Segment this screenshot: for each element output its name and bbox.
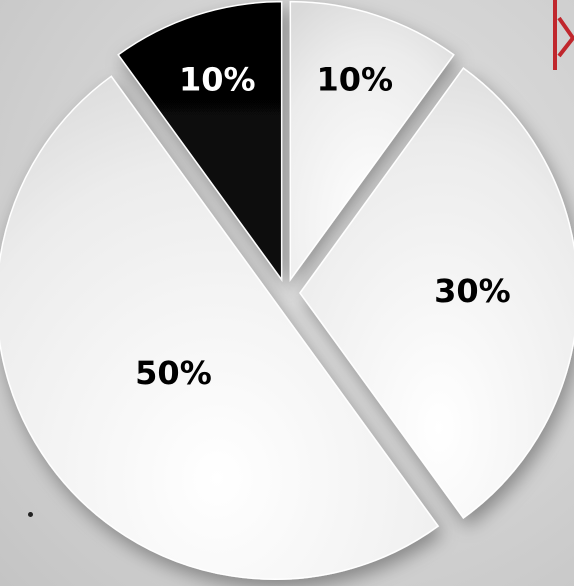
pie-slice-label-2: 10% <box>316 60 393 98</box>
pie-slice-1 <box>117 0 283 282</box>
pie-slice-2 <box>289 0 455 282</box>
pie-slice-label-1: 10% <box>179 60 256 98</box>
pie-slice-label-4: 50% <box>135 354 212 392</box>
pie-slice-3 <box>299 67 574 519</box>
small-dot <box>28 512 33 517</box>
red-bracket-mark <box>553 0 574 70</box>
pie-slice-4 <box>0 75 440 580</box>
pie-slice-label-3: 30% <box>434 272 511 310</box>
